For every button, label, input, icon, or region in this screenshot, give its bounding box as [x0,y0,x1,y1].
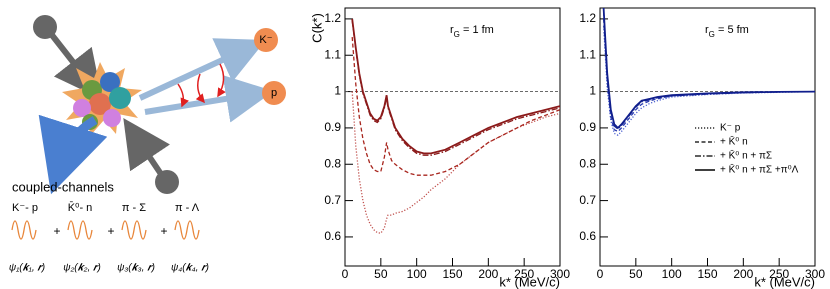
x-tick-label: 300 [805,267,825,281]
channel-label: π - Σ [122,202,146,214]
series-line [351,91,560,235]
y-tick-label: 0.7 [579,193,596,207]
series-line [602,8,815,130]
annotation-part: G [454,30,460,39]
x-tick-label: 100 [662,267,682,281]
annotation-part: = 1 fm [460,24,494,36]
y-tick-label: 1.2 [324,11,341,25]
y-tick-label: 1.2 [579,11,596,25]
x-tick-label: 200 [733,267,753,281]
legend-label: + K̄⁰ n + πΣ +π⁰Λ [720,163,799,176]
legend-label: + K̄⁰ n [720,135,748,148]
channel-label: K⁻- p [12,202,38,214]
wavefunction: ψ₂(𝒌₂, 𝒓) [63,263,101,274]
x-axis-label: k* (MeV/c) [754,274,815,289]
x-tick-label: 150 [697,267,717,281]
caption: coupled-channels [12,179,114,194]
operator: + [53,224,60,238]
x-tick-label: 0 [597,267,604,281]
y-tick-label: 1.1 [579,47,596,61]
annotation-part: r [450,24,454,36]
wavefunction: ψ₁(𝒌₁, 𝒓) [9,263,45,274]
legend-label: K⁻ p [720,123,741,134]
y-tick-label: 0.7 [324,193,341,207]
series-line [602,26,815,136]
x-tick-label: 300 [550,267,570,281]
legend: K⁻ p+ K̄⁰ n+ K̄⁰ n + πΣ+ K̄⁰ n + πΣ +π⁰Λ [695,123,799,176]
series-line [351,20,560,156]
operator: + [107,224,114,238]
y-tick-label: 0.6 [324,229,341,243]
y-tick-label: 0.6 [579,229,596,243]
x-tick-label: 50 [629,267,643,281]
annotation: rG = 5 fm [705,24,749,39]
series-line [351,37,560,176]
y-tick-label: 1 [334,84,341,98]
x-tick-label: 150 [442,267,462,281]
chart-panel: 0 50 100 150 200 250 300 0.6 0.7 0.8 0.9 1 1.1 1.2C(k… [309,7,570,289]
x-tick-label: 0 [342,267,349,281]
wavefunction: ψ₃(𝒌₃, 𝒓) [117,263,155,274]
x-tick-label: 250 [769,267,789,281]
x-tick-label: 200 [478,267,498,281]
annotation-part: G [709,30,715,39]
y-tick-label: 0.9 [579,120,596,134]
particle-label: p [271,87,277,99]
y-axis-label: C(k*) [309,13,324,43]
annotation-part: = 5 fm [715,24,749,36]
particle-label: K⁻ [259,34,272,46]
operator: + [160,224,167,238]
annotation-part: r [705,24,709,36]
y-tick-label: 0.8 [324,156,341,170]
y-tick-label: 0.8 [579,156,596,170]
legend-label: + K̄⁰ n + πΣ [720,149,772,162]
chart-panel: 0 50 100 150 200 250 300 0.6 0.7 0.8 0.9 1 1.1 1.2 k* … [579,7,825,289]
channel-label: K̄⁰- n [68,201,93,214]
annotation: rG = 1 fm [450,24,494,39]
plot-frame [344,7,561,267]
series-line [351,18,560,155]
x-tick-label: 250 [514,267,534,281]
x-tick-label: 100 [407,267,427,281]
plot-frame [599,7,816,267]
channel-label: π - Λ [175,202,200,214]
y-tick-label: 0.9 [324,120,341,134]
y-tick-label: 1 [589,84,596,98]
series-line [602,9,815,130]
x-tick-label: 50 [374,267,388,281]
collision-diagram: K⁻ p coupled-channels K⁻- p K̄⁰- n π - Σ… [9,15,286,274]
wavefunction: ψ₄(𝒌₄, 𝒓) [171,263,209,274]
x-axis-label: k* (MeV/c) [499,274,560,289]
y-tick-label: 1.1 [324,47,341,61]
